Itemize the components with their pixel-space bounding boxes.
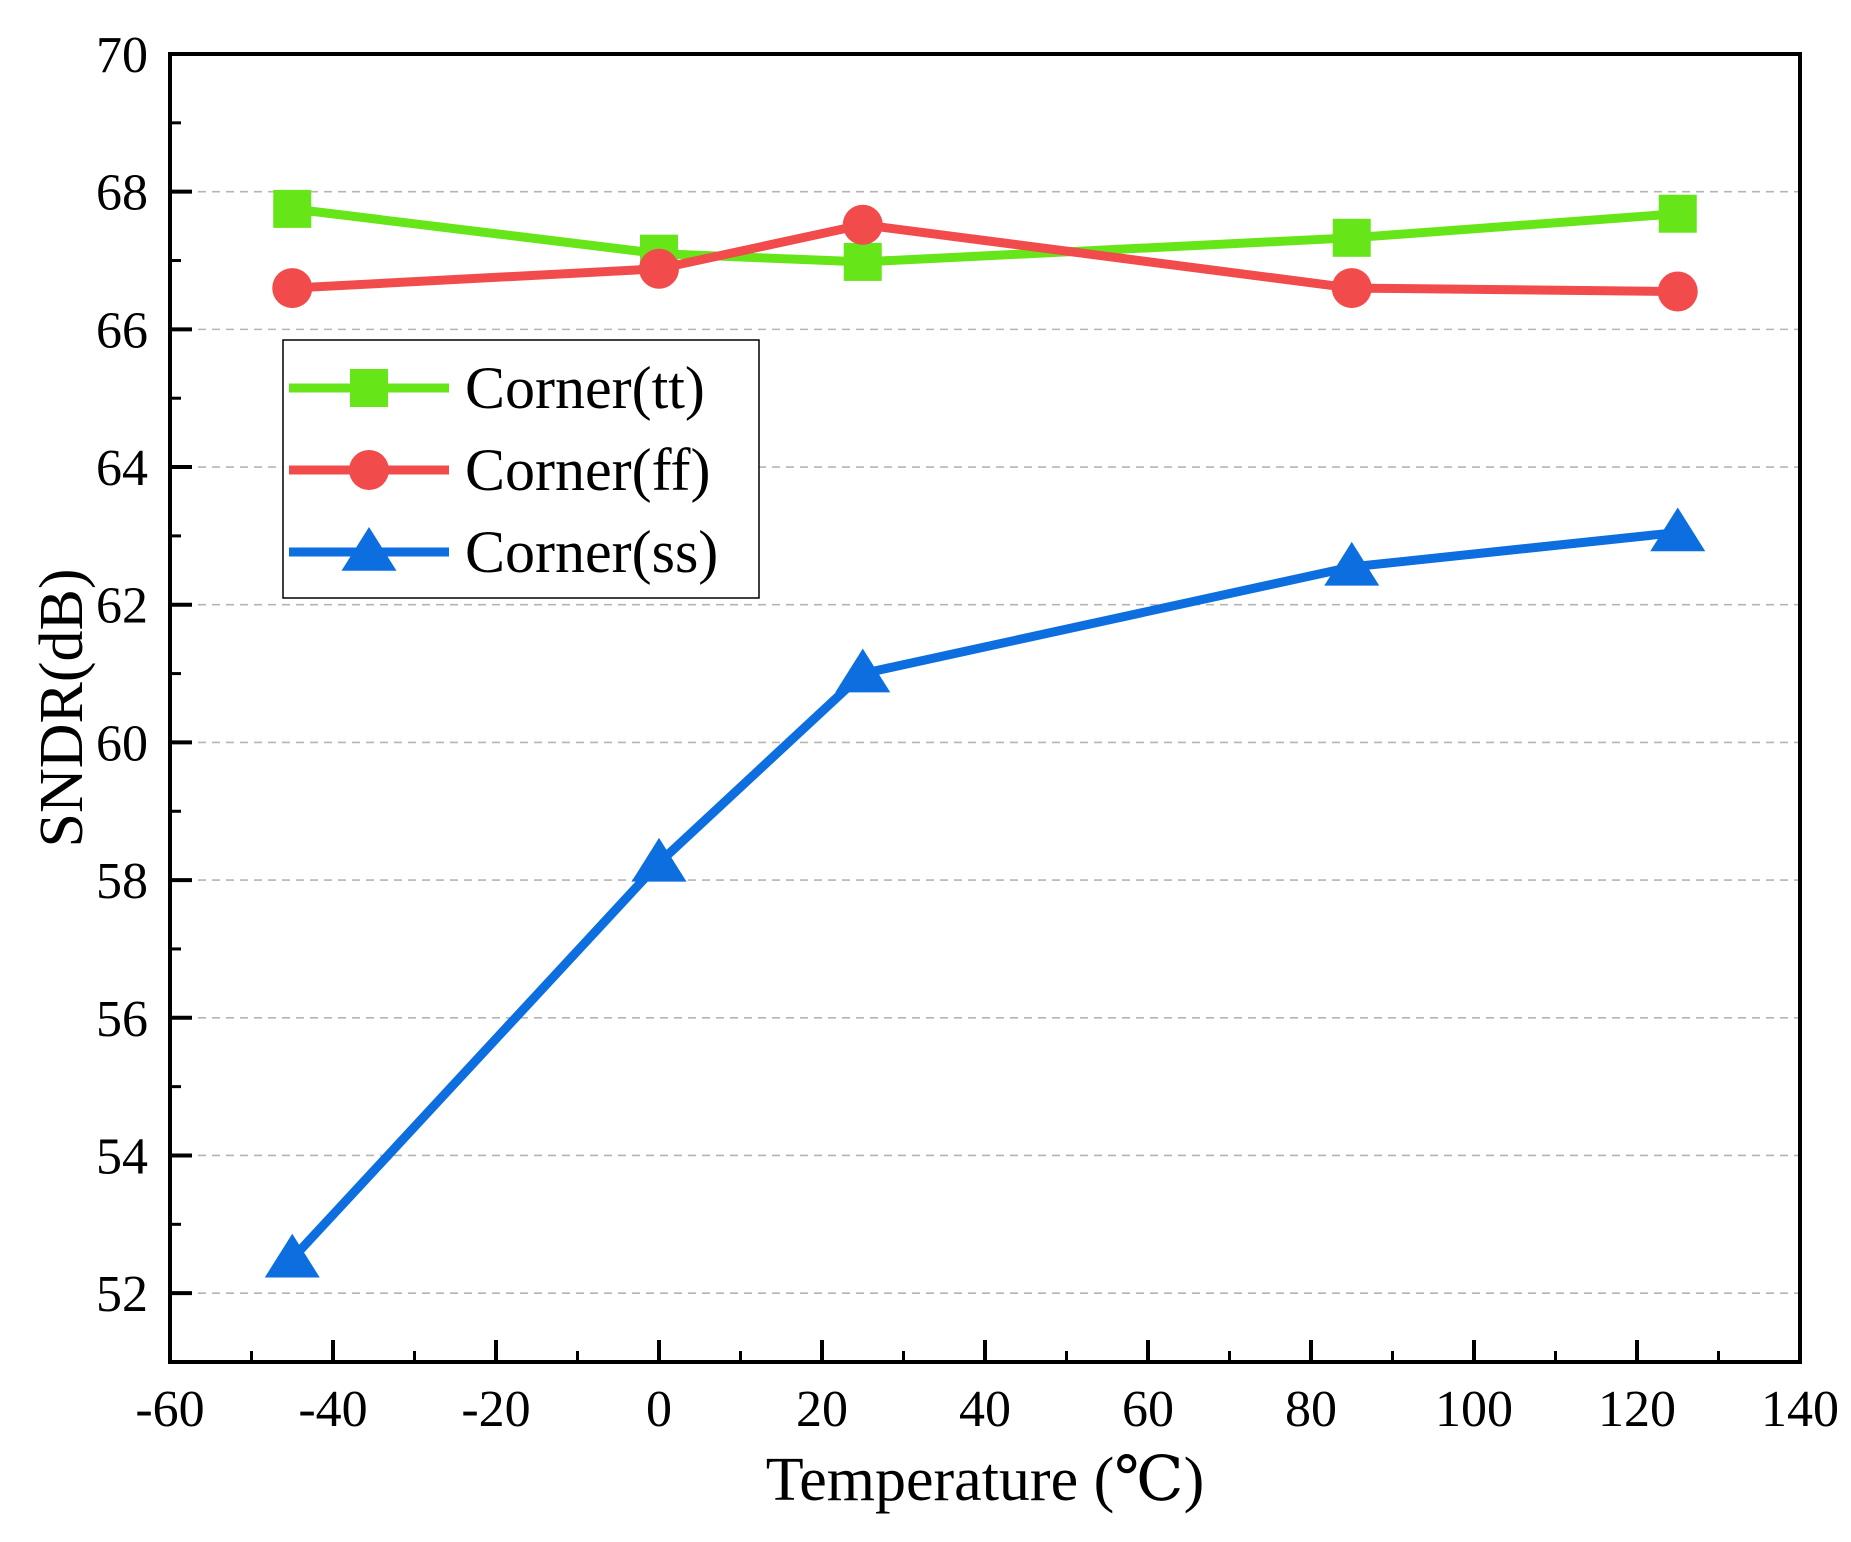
legend-marker — [349, 450, 389, 490]
legend-label: Corner(ff) — [465, 437, 710, 503]
series-line — [287, 527, 1683, 1264]
data-point — [843, 242, 882, 281]
data-point — [273, 189, 312, 228]
series-cornerss — [264, 507, 1706, 1278]
y-tick-label: 54 — [96, 1128, 148, 1185]
data-point — [264, 1233, 320, 1278]
y-tick-label: 58 — [96, 853, 148, 910]
plot-frame — [168, 52, 1802, 1364]
x-tick-label: 40 — [959, 1381, 1011, 1438]
legend-item: Corner(ss) — [289, 519, 718, 585]
y-tick-label: 60 — [96, 715, 148, 772]
data-point — [639, 248, 679, 289]
data-point — [842, 204, 883, 245]
series-line — [287, 204, 1683, 267]
y-tick-label: 70 — [96, 27, 148, 84]
data-point — [835, 648, 891, 693]
y-tick-label: 62 — [96, 578, 148, 635]
data-point — [272, 268, 313, 309]
y-axis-label: SNDR(dB) — [28, 568, 96, 847]
legend-item: Corner(tt) — [289, 355, 705, 421]
data-point — [1650, 507, 1706, 552]
series-cornerff — [272, 204, 1698, 312]
y-tick-label: 66 — [96, 302, 148, 359]
legend: Corner(tt) Corner(ff) Corner(ss) — [282, 339, 760, 599]
legend-marker — [341, 527, 397, 571]
data-point — [1657, 271, 1698, 312]
y-tick-label: 68 — [96, 165, 148, 222]
data-point — [1332, 218, 1371, 257]
x-tick-label: 140 — [1761, 1381, 1839, 1438]
x-tick-label: 80 — [1285, 1381, 1337, 1438]
x-tick-label: -40 — [298, 1381, 367, 1438]
data-point — [631, 837, 687, 882]
legend-item: Corner(ff) — [289, 437, 710, 503]
data-point — [1658, 194, 1697, 233]
x-tick-label: 20 — [796, 1381, 848, 1438]
legend-label: Corner(tt) — [465, 355, 705, 421]
y-tick-label: 64 — [96, 440, 148, 497]
legend-label: Corner(ss) — [465, 519, 718, 585]
y-tick-label: 56 — [96, 991, 148, 1048]
x-tick-label: 120 — [1598, 1381, 1676, 1438]
x-tick-label: 0 — [646, 1381, 672, 1438]
axis-ticks: -60 -40 -20 0 20 40 60 80 100 120 140 52 54 56 58 60 62 6… — [96, 27, 1839, 1438]
legend-marker — [350, 369, 388, 407]
data-point — [1331, 268, 1372, 309]
x-tick-label: -20 — [461, 1381, 530, 1438]
y-tick-label: 52 — [96, 1266, 148, 1323]
x-axis-label: Temperature (℃) — [766, 1446, 1205, 1514]
x-tick-label: 60 — [1122, 1381, 1174, 1438]
x-tick-label: -60 — [135, 1381, 204, 1438]
series-cornertt — [273, 189, 1697, 281]
series-layer — [264, 189, 1706, 1278]
x-tick-label: 100 — [1435, 1381, 1513, 1438]
data-point — [1324, 541, 1380, 586]
